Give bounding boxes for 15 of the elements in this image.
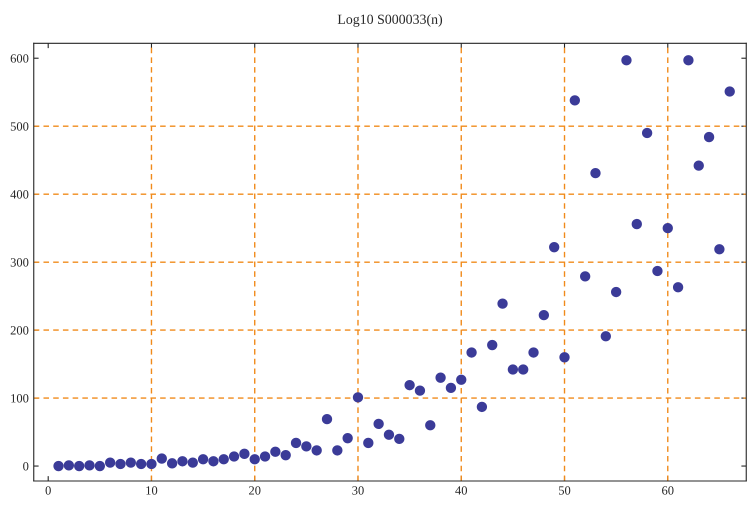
x-tick-label: 0 (46, 486, 51, 495)
y-tick-label: 100 (11, 394, 28, 403)
y-tick-label: 400 (10, 190, 28, 199)
y-tick-label: 200 (10, 326, 28, 335)
y-tick-label: 0 (23, 462, 28, 471)
x-tick-label: 10 (146, 486, 158, 495)
x-tick-label: 40 (455, 486, 468, 495)
y-tick-label: 600 (10, 54, 28, 63)
x-tick-label: 30 (352, 486, 364, 495)
y-tick-label: 500 (10, 122, 28, 131)
chart-title: Log10 S000033(n) (338, 14, 442, 27)
y-tick-label: 300 (10, 258, 28, 267)
x-tick-label: 20 (249, 486, 260, 495)
x-tick-label: 50 (558, 486, 570, 495)
x-tick-label: 60 (662, 486, 674, 495)
